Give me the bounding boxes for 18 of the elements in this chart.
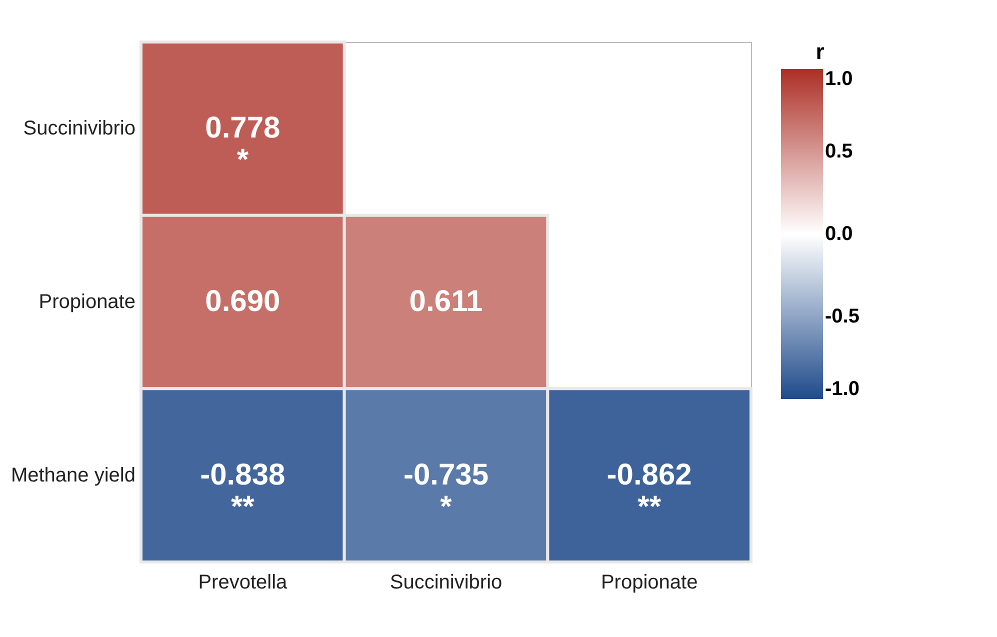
x-tick-label: Prevotella [198,572,288,594]
y-tick-label: Succinivibrio [23,118,136,140]
color-bar-label: -1.0 [825,378,860,400]
data-label: 0.778 * [205,112,280,177]
color-bar-label: 0.5 [825,140,853,162]
y-tick-label: Propionate [38,291,136,313]
color-bar-label: 1.0 [825,68,853,90]
color-bar-title: r [816,39,825,64]
data-label: 0.690 [205,285,280,318]
data-label: -0.862 ** [606,458,692,524]
color-bar-label: 0.0 [825,223,853,245]
data-label: -0.735 * [403,458,489,524]
data-label: 0.611 [409,285,483,318]
x-tick-label: Succinivibrio [390,572,502,594]
x-tick-label: Propionate [600,572,698,594]
data-label: -0.838 ** [200,458,286,524]
y-tick-label: Methane yield [10,464,136,486]
color-bar-label: -0.5 [825,306,860,328]
